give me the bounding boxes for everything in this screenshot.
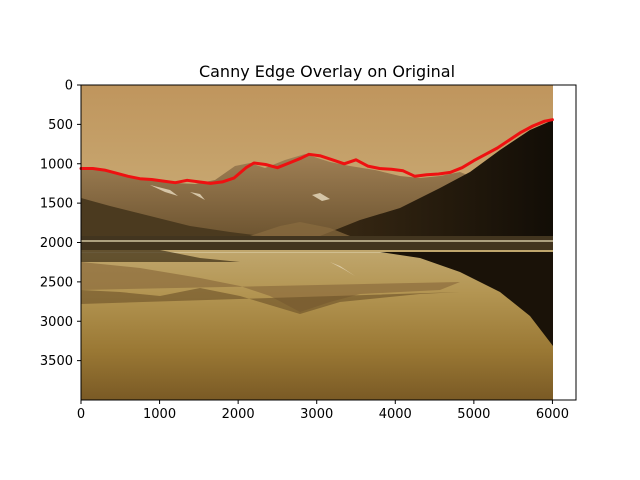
y-tick-label-5: 2500 bbox=[40, 275, 73, 290]
x-tick-label-2: 2000 bbox=[222, 407, 255, 422]
y-tick-label-7: 3500 bbox=[40, 354, 73, 369]
x-tick-label-5: 5000 bbox=[457, 407, 490, 422]
x-tick-label-1: 1000 bbox=[143, 407, 176, 422]
plot-layer: 0 1000 2000 3000 4000 5000 6000 0 500 1000 1500 200… bbox=[40, 79, 577, 422]
y-tick-label-3: 1500 bbox=[40, 197, 73, 212]
x-tick-label-0: 0 bbox=[77, 407, 85, 422]
x-tick-label-3: 3000 bbox=[300, 407, 333, 422]
y-tick-label-4: 2000 bbox=[40, 236, 73, 251]
edge-line-0 bbox=[79, 118, 554, 185]
background-photo bbox=[81, 85, 553, 400]
x-tick-label-4: 4000 bbox=[379, 407, 412, 422]
y-tick-label-0: 0 bbox=[65, 79, 73, 94]
y-tick-label-6: 3000 bbox=[40, 315, 73, 330]
y-tick-label-2: 1000 bbox=[40, 157, 73, 172]
y-tick-label-1: 500 bbox=[48, 118, 73, 133]
x-tick-label-6: 6000 bbox=[536, 407, 569, 422]
chart-title: Canny Edge Overlay on Original bbox=[199, 62, 455, 81]
